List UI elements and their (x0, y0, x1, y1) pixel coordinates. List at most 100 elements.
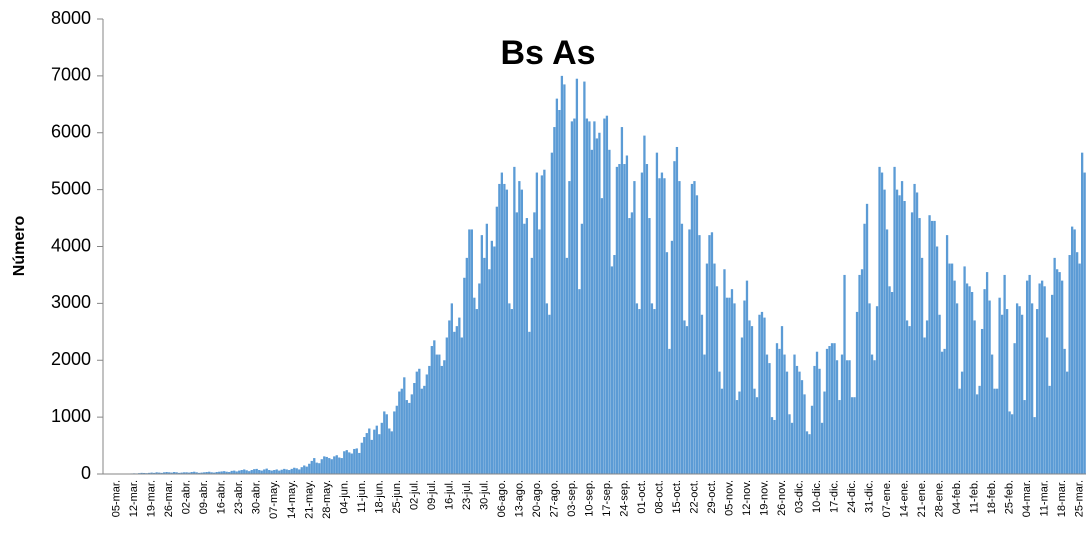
chart-title: Bs As (500, 34, 595, 72)
bar (193, 471, 196, 474)
bar (568, 181, 571, 474)
y-tick-label: 6000 (51, 122, 91, 142)
bar (315, 462, 318, 474)
bar (140, 472, 143, 474)
bar (598, 132, 601, 474)
bar (505, 189, 509, 474)
bar (385, 414, 388, 474)
y-tick-label: 1000 (51, 406, 91, 426)
bar (340, 458, 343, 474)
bar (510, 309, 514, 474)
bar (745, 280, 749, 474)
bar (670, 240, 674, 474)
x-tick-label: 18-feb. (986, 480, 998, 514)
bar (435, 354, 438, 474)
bar (490, 240, 493, 474)
bar (403, 377, 406, 474)
bar (270, 470, 273, 474)
bar (378, 434, 381, 474)
bar (215, 472, 218, 474)
bar (525, 218, 529, 474)
bar (615, 166, 619, 474)
bar (455, 326, 458, 474)
bar (655, 152, 659, 474)
bar (1023, 400, 1026, 474)
bar (835, 360, 839, 474)
bar (885, 229, 889, 474)
bar (543, 169, 546, 474)
bar (760, 311, 764, 474)
bar (353, 448, 356, 474)
bar (520, 189, 524, 474)
bar (1010, 414, 1014, 474)
y-axis-label: Número (11, 216, 28, 277)
bar (825, 348, 829, 474)
bar (985, 272, 989, 474)
bar (883, 189, 886, 474)
bar (280, 469, 283, 474)
bar (913, 183, 916, 474)
bar (555, 98, 559, 474)
x-tick-label: 25-feb. (1004, 480, 1016, 514)
bar (163, 472, 166, 474)
x-tick-label: 18-mar. (1056, 480, 1068, 517)
x-tick-label: 27-ago. (548, 480, 560, 517)
x-tick-label: 23-jul. (461, 480, 473, 510)
bar (653, 309, 656, 474)
bar (395, 405, 398, 474)
bar (213, 472, 216, 474)
x-tick-label: 16-abr. (216, 480, 228, 514)
bar (780, 326, 784, 474)
x-tick-label: 03-sep. (566, 480, 578, 517)
bar (763, 317, 766, 474)
x-tick-label: 05-nov. (723, 480, 735, 516)
bar (570, 121, 574, 474)
x-tick-label: 04-mar. (1021, 480, 1033, 517)
bar (1065, 371, 1069, 474)
bar (1055, 269, 1059, 474)
bar (963, 266, 966, 474)
bar (420, 388, 423, 474)
bar (948, 263, 951, 474)
bar (770, 417, 774, 474)
bar (400, 388, 403, 474)
bar (933, 220, 936, 474)
bar (755, 397, 759, 474)
bar (185, 472, 188, 474)
bar (905, 320, 909, 474)
bar (613, 255, 616, 474)
bar (685, 326, 689, 474)
bar (978, 385, 981, 474)
bar (473, 297, 476, 474)
bar (888, 286, 891, 474)
bar (355, 448, 358, 474)
bar (310, 460, 313, 474)
x-tick-label: 08-oct. (653, 480, 665, 514)
bar (778, 348, 781, 474)
x-tick-label: 25-jun. (391, 480, 403, 514)
bar (585, 118, 589, 474)
x-tick-label: 09-abr. (198, 480, 210, 514)
bar (870, 354, 874, 474)
bar (343, 451, 346, 474)
bar (205, 472, 208, 474)
bar (248, 471, 251, 474)
bar (618, 164, 621, 474)
bar (638, 309, 641, 474)
bar (153, 472, 156, 474)
bar (380, 422, 383, 474)
bar (975, 394, 979, 474)
bar (255, 468, 258, 474)
bar (393, 411, 396, 474)
bar (218, 471, 221, 474)
bar (1038, 283, 1041, 474)
bar (238, 470, 241, 474)
bar (723, 269, 726, 474)
bar (180, 472, 183, 474)
bar (1080, 152, 1084, 474)
bar (513, 166, 516, 474)
bar (860, 269, 864, 474)
bar (358, 452, 361, 474)
x-tick-label: 17-sep. (601, 480, 613, 517)
bar (645, 164, 649, 474)
